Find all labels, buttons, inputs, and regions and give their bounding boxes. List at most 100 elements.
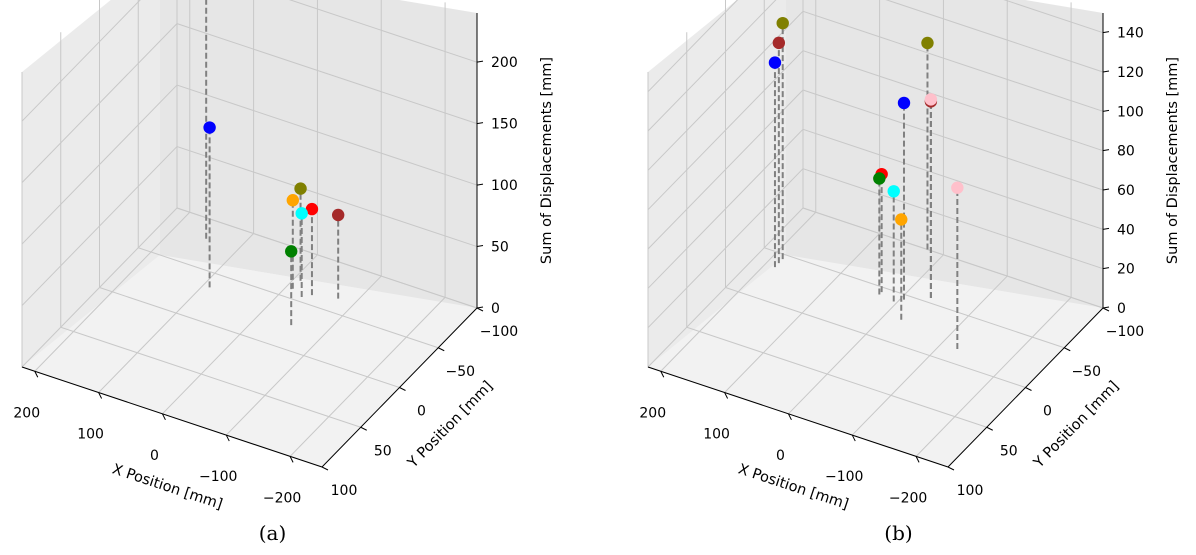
z-tick xyxy=(1102,31,1110,34)
y-tick xyxy=(321,466,329,471)
z-gridline xyxy=(647,0,1104,132)
x-tick xyxy=(98,392,103,399)
y-tick-label: 0 xyxy=(1043,404,1052,420)
data-point xyxy=(285,245,298,258)
data-point xyxy=(305,202,319,216)
left-pane xyxy=(22,0,160,367)
data-point xyxy=(776,16,789,30)
x-axis-line xyxy=(647,366,949,468)
z-tick xyxy=(1102,227,1110,230)
x-tick-label: 200 xyxy=(13,405,40,421)
z-gridline xyxy=(647,128,1104,289)
z-tick-label: 100 xyxy=(1117,104,1144,120)
z-axis-label: Sum of Displacements [mm] xyxy=(539,57,555,264)
x-tick xyxy=(724,392,729,399)
z-gridline xyxy=(21,0,478,122)
z-tick xyxy=(1102,306,1110,309)
x-tick-label: −100 xyxy=(199,469,237,485)
left-pane xyxy=(648,0,786,367)
z-tick xyxy=(1102,149,1110,152)
z-tick xyxy=(476,60,484,63)
data-point xyxy=(294,182,307,195)
x-axis-line xyxy=(21,366,323,468)
z-tick xyxy=(476,122,484,125)
z-tick-label: 0 xyxy=(491,301,500,317)
z-gridline xyxy=(21,145,478,306)
z-gridline xyxy=(647,50,1104,211)
data-point xyxy=(921,36,934,50)
floor-pane xyxy=(22,255,477,467)
y-tick xyxy=(399,387,406,391)
y-axis-label: Y Position [mm] xyxy=(404,378,496,472)
y-tick-label: 50 xyxy=(1000,443,1018,459)
panel-label: (a) xyxy=(259,521,287,545)
y-tick xyxy=(476,307,484,312)
z-tick-label: 140 xyxy=(1117,26,1144,42)
x-tick-label: 100 xyxy=(703,427,730,443)
x-tick-label: −100 xyxy=(825,469,863,485)
data-point xyxy=(895,213,908,226)
z-tick-label: 60 xyxy=(1117,183,1135,199)
z-tick xyxy=(476,183,484,186)
z-tick xyxy=(1102,109,1110,112)
z-gridline xyxy=(647,168,1104,329)
z-tick xyxy=(476,306,484,309)
y-tick-label: −100 xyxy=(1106,324,1144,340)
y-tick xyxy=(1102,307,1110,312)
x-tick xyxy=(34,371,39,378)
z-tick-label: 80 xyxy=(1117,144,1135,160)
panel-a: 200 100 0 −100 −200 −100 −50 0 50 100 0 50 100 150 200… xyxy=(13,0,555,545)
x-tick xyxy=(161,413,166,421)
y-tick xyxy=(438,347,445,352)
data-point xyxy=(286,194,300,207)
data-point xyxy=(203,121,216,134)
data-point xyxy=(887,185,900,198)
data-point xyxy=(873,172,886,185)
y-tick-label: 100 xyxy=(331,483,358,499)
y-tick xyxy=(947,466,955,471)
x-tick-label: −200 xyxy=(263,490,301,506)
z-axis-label: Sum of Displacements [mm] xyxy=(1165,57,1181,264)
z-gridline xyxy=(21,23,478,183)
data-point xyxy=(331,208,345,222)
z-gridline xyxy=(647,0,1104,93)
x-tick xyxy=(915,456,920,463)
floor-pane xyxy=(648,255,1103,467)
y-tick-label: −50 xyxy=(445,364,475,380)
y-tick-label: 100 xyxy=(957,483,984,499)
data-point xyxy=(768,56,782,69)
y-tick xyxy=(360,426,367,431)
z-gridline xyxy=(21,84,478,245)
y-tick xyxy=(1064,347,1071,352)
z-tick-label: 200 xyxy=(491,55,518,71)
back-pane xyxy=(786,0,1103,308)
y-tick-label: 50 xyxy=(374,443,392,459)
panel-b: 200 100 0 −100 −200 −100 −50 0 50 100 0 20 40 60 80 100… xyxy=(639,0,1181,545)
z-tick xyxy=(1102,70,1110,73)
data-point xyxy=(772,36,786,50)
y-tick-label: 0 xyxy=(417,404,426,420)
z-tick-label: 40 xyxy=(1117,222,1135,238)
x-tick-label: 0 xyxy=(150,448,159,464)
z-gridline xyxy=(647,89,1104,250)
y-tick xyxy=(986,426,993,431)
z-gridline xyxy=(647,10,1104,171)
y-tick-label: −100 xyxy=(480,324,518,340)
data-point xyxy=(951,181,964,194)
z-gridline xyxy=(647,207,1104,368)
panel-label: (b) xyxy=(884,521,912,545)
x-tick-label: 200 xyxy=(639,405,666,421)
x-tick-label: −200 xyxy=(889,490,927,506)
x-tick xyxy=(787,413,792,421)
x-tick xyxy=(289,456,294,463)
data-point xyxy=(897,96,911,110)
z-gridline xyxy=(21,207,478,368)
z-tick-label: 0 xyxy=(1117,301,1126,317)
z-tick xyxy=(1102,188,1110,191)
z-tick-label: 100 xyxy=(491,178,518,194)
x-tick-label: 100 xyxy=(77,427,104,443)
x-tick xyxy=(660,371,665,378)
z-tick-label: 50 xyxy=(491,240,509,256)
data-point xyxy=(924,93,938,106)
